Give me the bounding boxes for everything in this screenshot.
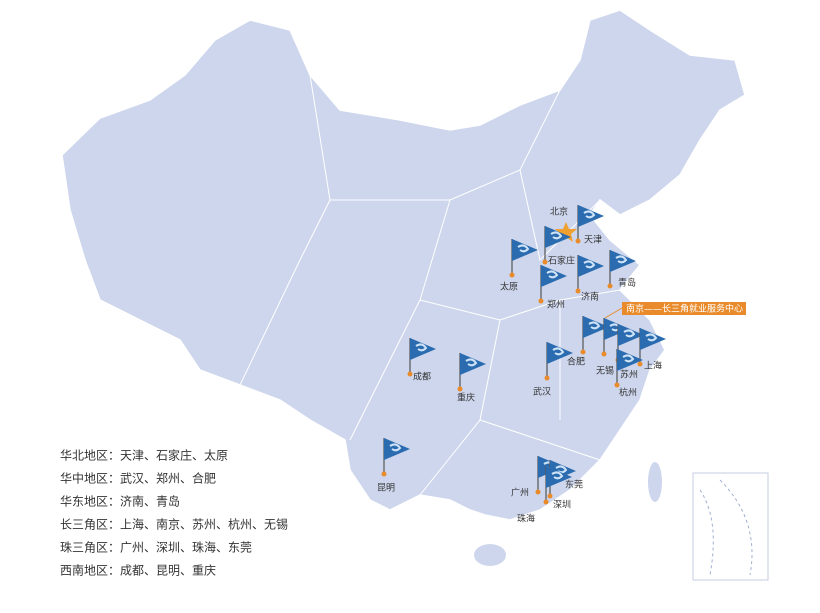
city-label: 昆明 [377,483,395,494]
city-label: 广州 [511,487,529,499]
city-label: 成都 [413,371,431,383]
city-label: 珠海 [517,513,535,525]
region-line: 华中地区：武汉、郑州、合肥 [60,471,216,486]
inset-dashes [699,479,753,576]
city-label: 深圳 [553,500,571,511]
region-line: 长三角区：上海、南京、苏州、杭州、无锡 [60,517,288,532]
city-label: 天津 [584,235,602,246]
province-borders [239,74,621,496]
highlight-leader [604,307,623,319]
city-label: 石家庄 [548,255,575,267]
highlight-box [622,302,746,315]
city-label: 太原 [500,281,518,293]
city-label: 重庆 [457,392,475,404]
region-line: 西南地区：成都、昆明、重庆 [60,563,216,578]
city-label: 武汉 [533,386,551,398]
region-line: 珠三角区：广州、深圳、珠海、东莞 [60,540,252,555]
city-label: 苏州 [620,369,638,381]
city-label: 无锡 [596,366,614,377]
city-label: 济南 [581,291,599,303]
city-label: 青岛 [618,277,636,289]
highlight-label: 南京——长三角就业服务中心 [626,303,743,315]
hainan [474,544,506,566]
region-line: 华北地区：天津、石家庄、太原 [60,448,228,463]
city-label: 东莞 [565,479,583,491]
inset-box [692,472,769,581]
city-label: 北京 [550,206,568,218]
city-label: 上海 [644,360,662,372]
china-outline [61,9,746,521]
city-label: 郑州 [547,299,565,311]
city-label: 杭州 [619,387,637,399]
region-line: 华东地区：济南、青岛 [60,494,180,509]
taiwan [648,462,662,502]
city-label: 合肥 [567,356,585,368]
